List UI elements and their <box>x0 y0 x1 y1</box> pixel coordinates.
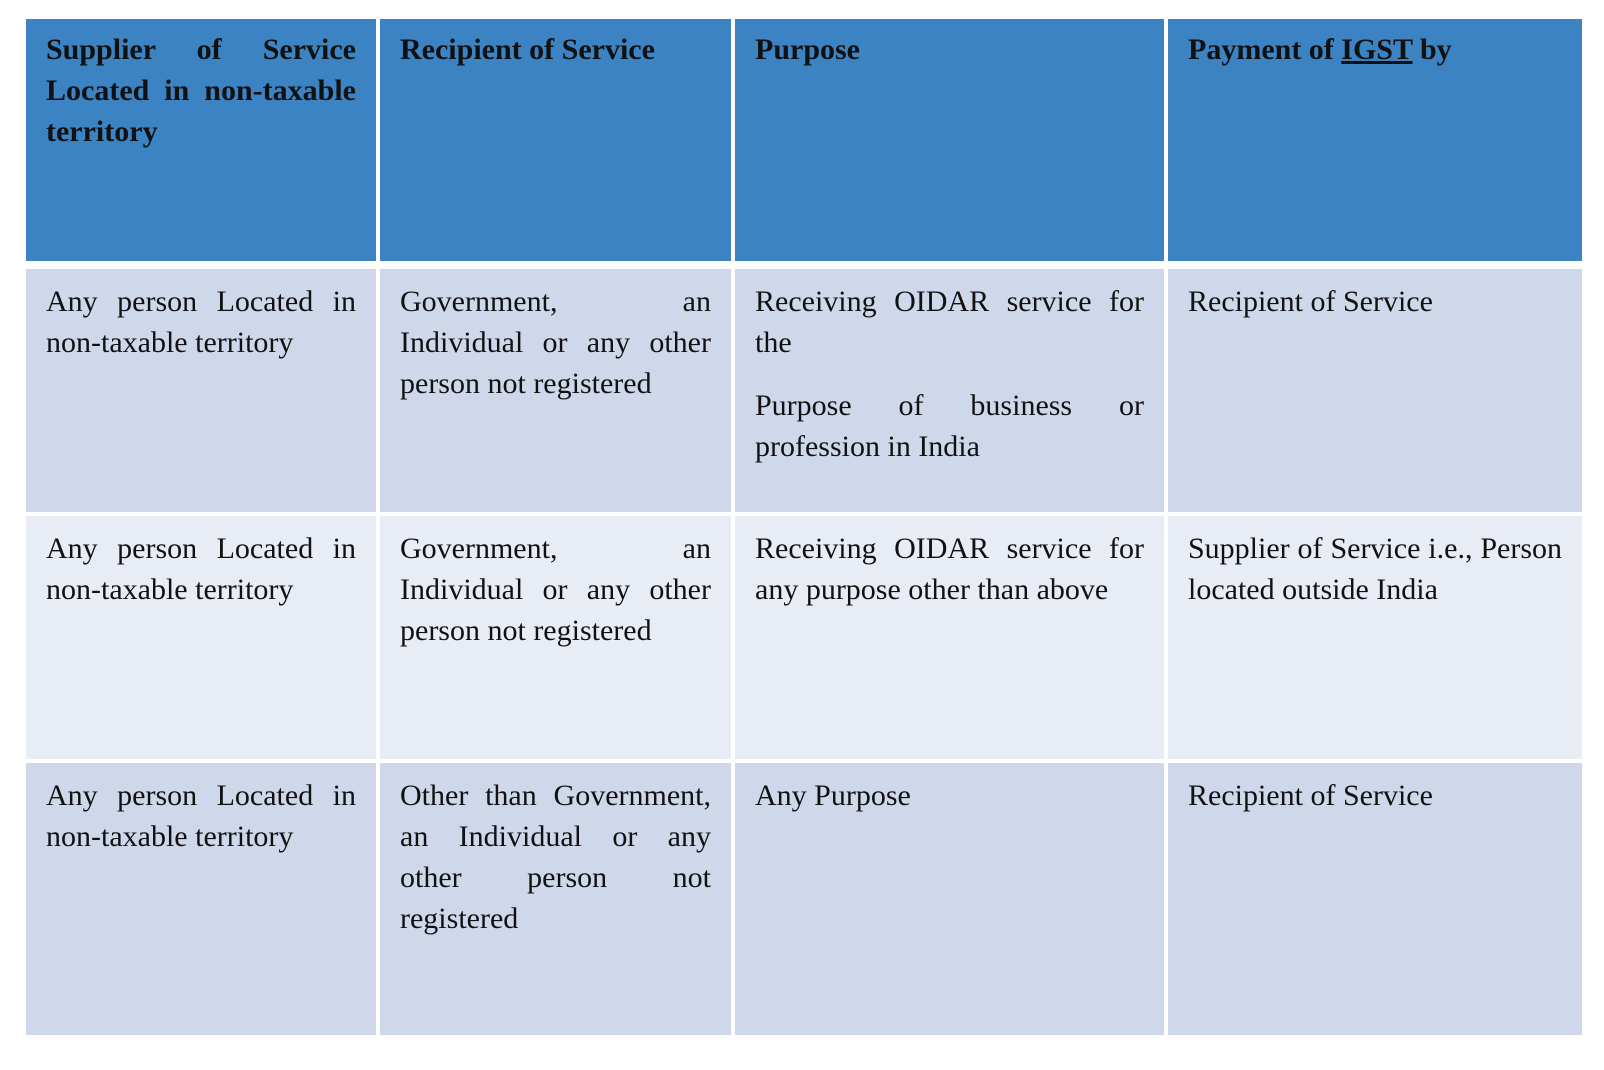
purpose-line-1: Receiving OIDAR service for the <box>755 285 1144 359</box>
cell-supplier: Any person Located in non-taxable territ… <box>26 269 380 516</box>
header-supplier: Supplier of Service Located in non-taxab… <box>26 19 380 261</box>
header-row: Supplier of Service Located in non-taxab… <box>26 19 1582 261</box>
cell-payment: Recipient of Service <box>1168 763 1582 1035</box>
cell-recipient: Government, an Individual or any other p… <box>380 269 735 516</box>
cell-recipient: Government, an Individual or any other p… <box>380 516 735 763</box>
cell-purpose: Receiving OIDAR service for any purpose … <box>735 516 1168 763</box>
cell-purpose: Receiving OIDAR service for the Purpose … <box>735 269 1168 516</box>
header-payment-prefix: Payment of <box>1188 33 1342 66</box>
table-row: Any person Located in non-taxable territ… <box>26 516 1582 763</box>
cell-payment: Recipient of Service <box>1168 269 1582 516</box>
cell-supplier: Any person Located in non-taxable territ… <box>26 763 380 1035</box>
table-row: Any person Located in non-taxable territ… <box>26 269 1582 516</box>
igst-oidar-table: Supplier of Service Located in non-taxab… <box>26 19 1582 1035</box>
header-purpose: Purpose <box>735 19 1168 261</box>
table-row: Any person Located in non-taxable territ… <box>26 763 1582 1035</box>
header-payment-suffix: by <box>1412 33 1452 66</box>
header-gap <box>26 261 1582 269</box>
cell-payment: Supplier of Service i.e., Person located… <box>1168 516 1582 763</box>
purpose-line-2: Purpose of business or profession in Ind… <box>755 389 1144 463</box>
igst-link[interactable]: IGST <box>1341 33 1413 66</box>
cell-recipient: Other than Government, an Individual or … <box>380 763 735 1035</box>
gap-cell <box>26 261 1582 269</box>
header-recipient: Recipient of Service <box>380 19 735 261</box>
cell-purpose: Any Purpose <box>735 763 1168 1035</box>
header-payment: Payment of IGST by <box>1168 19 1582 261</box>
cell-supplier: Any person Located in non-taxable territ… <box>26 516 380 763</box>
